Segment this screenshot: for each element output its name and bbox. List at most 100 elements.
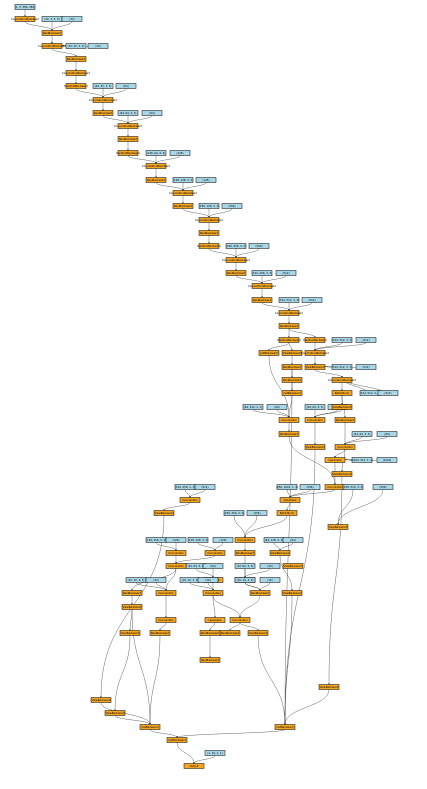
op-node-v15: ViewBackward bbox=[104, 710, 126, 716]
tensor-node-b23: (128) bbox=[212, 537, 234, 543]
node-label: ConvolutionBackward bbox=[222, 258, 251, 262]
node-box bbox=[61, 16, 83, 22]
node-label: BatchNorm bbox=[280, 511, 295, 515]
node-label: ConvolutionBackward bbox=[275, 311, 304, 315]
node-label: (256) bbox=[307, 485, 314, 489]
edge-arrowhead bbox=[261, 296, 263, 298]
edge-r7-to-conv8 bbox=[182, 208, 210, 218]
node-label: ReluBackward bbox=[67, 57, 86, 61]
edge-b5-to-conv6 bbox=[155, 155, 181, 164]
edge-v8-to-v10 bbox=[279, 555, 293, 591]
node-box bbox=[281, 590, 303, 596]
edge-arrowhead bbox=[291, 349, 293, 351]
node-box bbox=[276, 484, 298, 490]
node-box bbox=[65, 83, 87, 89]
node-label: ViewBackward bbox=[249, 631, 268, 635]
op-node-v13: ViewBackward bbox=[247, 630, 269, 636]
node-label: ReluBackward bbox=[221, 631, 240, 635]
edge-arrowhead bbox=[334, 483, 336, 485]
tensor-node-b18: (256) bbox=[299, 484, 321, 490]
node-label: ViewBackward bbox=[306, 445, 325, 449]
node-box bbox=[299, 484, 321, 490]
node-label: MaxPoolBackward bbox=[303, 338, 327, 342]
node-label: MaxPoolBackward bbox=[197, 244, 221, 248]
edge-arrowhead bbox=[341, 470, 343, 472]
op-node-r17: ReluBackward bbox=[121, 590, 143, 596]
edge-arrowhead bbox=[244, 536, 246, 538]
node-label: (512) bbox=[283, 271, 290, 275]
op-node-c24: Convolution bbox=[155, 590, 177, 596]
edge-arrowhead bbox=[291, 589, 293, 591]
node-box bbox=[334, 417, 356, 423]
node-label: ReluBackward bbox=[283, 365, 302, 369]
op-node-r9: ReluBackward bbox=[225, 270, 247, 276]
node-label: (32) bbox=[153, 578, 158, 582]
op-node-c25: Convolution bbox=[202, 590, 224, 596]
edge-arrowhead bbox=[75, 55, 77, 57]
node-label: ReluBackward bbox=[280, 432, 299, 436]
op-node-v4: ViewBackward bbox=[304, 444, 326, 450]
edge-cat1-to-c14 bbox=[288, 395, 293, 418]
edge-w25-to-up3 bbox=[195, 568, 214, 578]
op-node-conv5: ConvolutionBackward bbox=[114, 123, 142, 129]
node-label: ViewBackward bbox=[333, 472, 352, 476]
node-box bbox=[172, 190, 194, 196]
node-box bbox=[278, 431, 300, 437]
op-node-m2: MaxPoolBackward bbox=[303, 337, 327, 343]
op-node-v1: ViewBackward bbox=[281, 350, 303, 356]
node-label: Convolution bbox=[281, 418, 297, 422]
edge-b21-to-c19 bbox=[244, 515, 258, 538]
node-label: ViewBackward bbox=[271, 551, 290, 555]
node-box bbox=[351, 457, 373, 463]
op-node-conv6: ConvolutionBackward bbox=[142, 163, 170, 169]
node-label: AddBackward bbox=[168, 738, 186, 742]
node-box bbox=[225, 270, 247, 276]
op-node-r11: ReluBackward bbox=[278, 323, 300, 329]
node-label: ReluBackward bbox=[119, 137, 138, 141]
tensor-node-w13: (512, 512, 3, 3) bbox=[359, 390, 381, 396]
edge-bn2-to-c19 bbox=[244, 515, 288, 538]
tensor-node-w1: (32, 3, 3, 3) bbox=[41, 16, 63, 22]
node-box bbox=[248, 243, 270, 249]
node-box bbox=[117, 136, 139, 142]
node-label: AddBackward bbox=[260, 351, 278, 355]
node-box bbox=[234, 577, 256, 583]
op-node-v9: ViewBackward bbox=[282, 563, 304, 569]
node-label: (256, 256, 3, 3) bbox=[224, 511, 244, 515]
op-node-r21: ReluBackward bbox=[199, 630, 221, 636]
edge-arrowhead bbox=[288, 309, 290, 311]
edge-arrowhead bbox=[344, 443, 346, 445]
tensor-node-w18: (256, 1024, 1, 1) bbox=[276, 484, 298, 490]
edge-c25-to-up4 bbox=[212, 595, 216, 618]
node-label: (512) bbox=[363, 365, 370, 369]
node-box bbox=[198, 203, 220, 209]
node-box bbox=[281, 390, 303, 396]
edge-arrowhead bbox=[102, 109, 104, 111]
node-label: Convolution bbox=[307, 418, 323, 422]
node-label: ViewBackward bbox=[284, 564, 303, 568]
node-label: ReluBackward bbox=[94, 111, 113, 115]
node-box bbox=[195, 177, 217, 183]
op-node-conv10: ConvolutionBackward bbox=[248, 283, 276, 289]
node-box bbox=[278, 323, 300, 329]
tensor-node-b22: (128) bbox=[165, 537, 187, 543]
tensor-node-b9: (512) bbox=[275, 270, 297, 276]
node-label: CatBackward bbox=[283, 391, 300, 395]
edge-v12-to-v15 bbox=[114, 635, 131, 711]
node-label: ReluBackward bbox=[174, 204, 193, 208]
tensor-node-w6: (128, 128, 3, 3) bbox=[172, 177, 194, 183]
node-box bbox=[282, 537, 304, 543]
node-label: (512, 512, 3, 3) bbox=[332, 338, 352, 342]
op-node-up2: Upsample bbox=[279, 497, 301, 503]
edge-b29-to-r18 bbox=[259, 582, 271, 591]
node-box bbox=[258, 350, 280, 356]
node-label: MaxPoolBackward bbox=[277, 338, 301, 342]
node-box bbox=[92, 110, 114, 116]
node-box bbox=[119, 630, 141, 636]
node-label: (64) bbox=[384, 432, 389, 436]
edge-c26-to-r20 bbox=[159, 622, 167, 631]
node-box bbox=[225, 243, 247, 249]
edge-arrowhead bbox=[235, 269, 237, 271]
node-box bbox=[247, 630, 269, 636]
node-label: (64) bbox=[149, 111, 154, 115]
